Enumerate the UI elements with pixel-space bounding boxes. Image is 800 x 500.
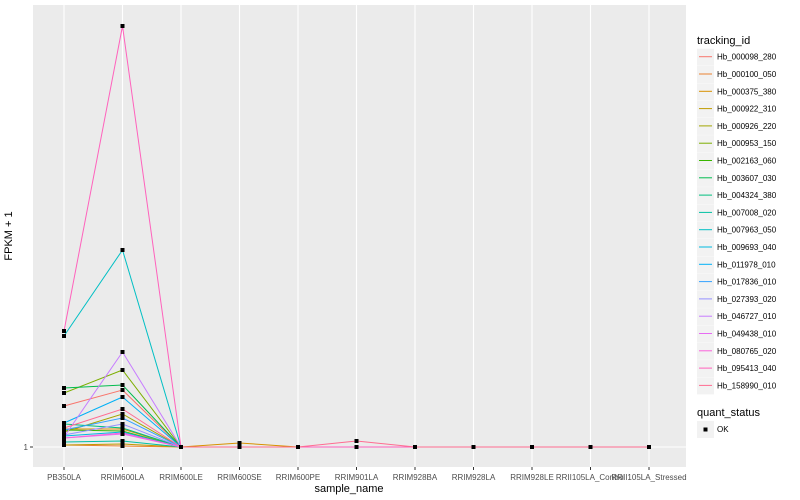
legend-label: Hb_011978_010 — [717, 260, 776, 269]
legend-label: Hb_000953_150 — [717, 139, 777, 148]
data-point — [62, 440, 66, 444]
data-point — [62, 443, 66, 447]
legend-label: Hb_000375_380 — [717, 87, 777, 96]
data-point — [120, 422, 125, 426]
data-point — [120, 24, 125, 28]
shape-legend-label: OK — [717, 425, 729, 434]
data-point — [120, 407, 125, 411]
data-point — [120, 412, 125, 416]
data-point — [120, 368, 125, 372]
legend-label: Hb_004324_380 — [717, 191, 777, 200]
legend-label: Hb_017836_010 — [717, 278, 777, 287]
x-tick-label: RRIM928LE — [510, 473, 554, 482]
square-point-icon — [703, 427, 708, 432]
data-point — [120, 442, 125, 446]
data-point — [62, 404, 66, 408]
data-point — [296, 445, 300, 449]
x-tick-label: RRII105LA_Control — [556, 473, 626, 482]
data-point — [588, 445, 593, 449]
data-point — [354, 445, 359, 449]
data-point — [647, 445, 651, 449]
legend-label: Hb_027393_020 — [717, 295, 777, 304]
data-point — [62, 436, 66, 440]
legend-label: Hb_095413_040 — [717, 364, 777, 373]
shape-legend-title: quant_status — [697, 407, 760, 419]
data-point — [471, 445, 476, 449]
legend-label: Hb_049438_010 — [717, 330, 777, 339]
x-axis-title: sample_name — [314, 483, 383, 495]
data-point — [120, 426, 125, 430]
legend-label: Hb_046727_010 — [717, 312, 777, 321]
legend-label: Hb_009693_040 — [717, 243, 777, 252]
data-point — [413, 445, 417, 449]
plot-panel — [33, 5, 686, 467]
x-tick-label: RRIM600PE — [276, 473, 320, 482]
legend-label: Hb_000100_050 — [717, 70, 777, 79]
x-tick-label: RRIM600LE — [159, 473, 203, 482]
data-point — [62, 426, 66, 430]
legend-label: Hb_158990_010 — [717, 381, 777, 390]
x-tick-label: RRIM600LA — [101, 473, 145, 482]
data-point — [62, 386, 66, 390]
data-point — [62, 421, 66, 425]
data-point — [354, 439, 359, 443]
legend-label: Hb_003607_030 — [717, 174, 777, 183]
data-point — [120, 431, 125, 435]
legend-label: Hb_007008_020 — [717, 208, 777, 217]
data-point — [120, 395, 125, 399]
y-tick-label: 1 — [24, 443, 29, 452]
legend-label: Hb_002163_060 — [717, 157, 777, 166]
legend-label: Hb_080765_020 — [717, 347, 777, 356]
data-point — [120, 416, 125, 420]
data-point — [237, 441, 242, 445]
legend-label: Hb_000922_310 — [717, 105, 777, 114]
legend-title: tracking_id — [697, 35, 750, 47]
legend-label: Hb_000098_280 — [717, 53, 777, 62]
data-point — [62, 391, 66, 395]
x-tick-label: PB350LA — [47, 473, 81, 482]
legend-label: Hb_000926_220 — [717, 122, 777, 131]
data-point — [120, 350, 125, 354]
y-axis-title: FPKM + 1 — [3, 211, 15, 260]
data-point — [120, 439, 125, 443]
data-point — [120, 248, 125, 252]
data-point — [62, 334, 66, 338]
data-point — [530, 445, 534, 449]
data-point — [120, 383, 125, 387]
data-point — [179, 445, 183, 449]
x-tick-label: RRIM600SE — [217, 473, 261, 482]
data-point — [62, 329, 66, 333]
x-tick-label: RRIM901LA — [335, 473, 379, 482]
x-tick-label: RRIM928BA — [393, 473, 438, 482]
x-tick-label: RRIM928LA — [452, 473, 496, 482]
legend-label: Hb_007963_050 — [717, 226, 777, 235]
data-point — [237, 445, 242, 449]
data-point — [120, 388, 125, 392]
x-tick-label: RRII105LA_Stressed — [611, 473, 686, 482]
